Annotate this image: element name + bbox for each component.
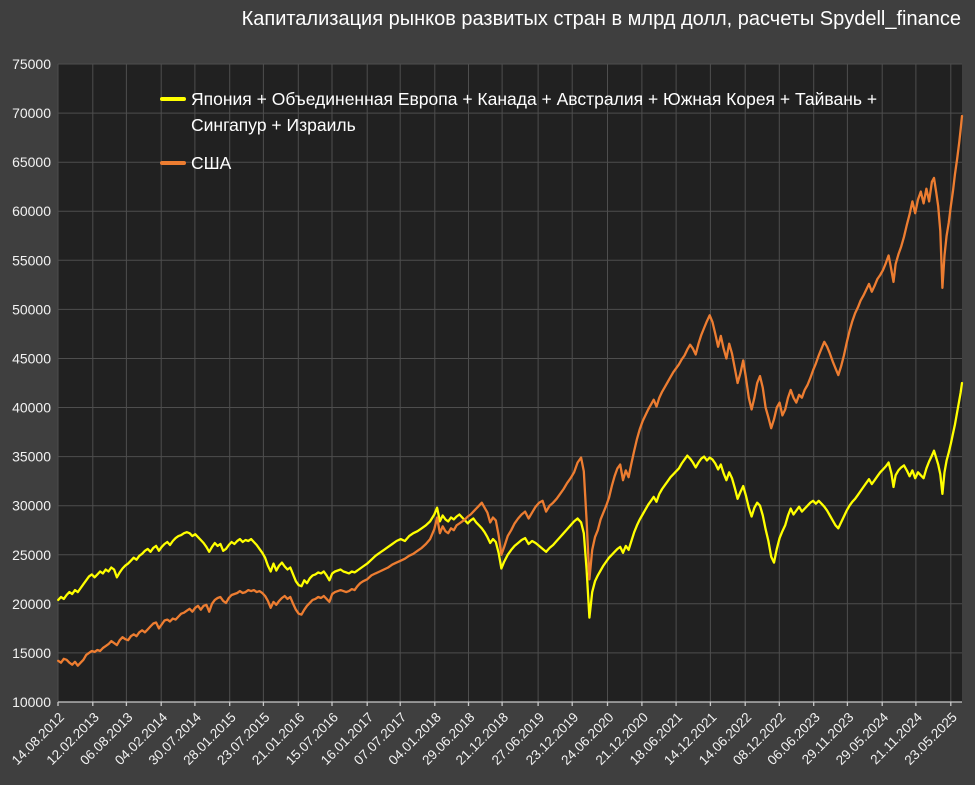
series-line-0 xyxy=(57,381,964,619)
legend-item: США xyxy=(160,150,891,176)
y-tick-label: 75000 xyxy=(12,56,51,72)
y-tick-labels: 75000 70000 65000 60000 55000 50000 45000 40000… xyxy=(12,56,51,710)
x-tick-labels: 14.08.201212.02.201306.08.201304.02.2014… xyxy=(9,709,960,768)
y-tick-label: 15000 xyxy=(12,645,51,661)
y-tick-label: 25000 xyxy=(12,547,51,563)
y-tick-label: 20000 xyxy=(12,596,51,612)
legend-line-swatch xyxy=(160,97,186,101)
legend: Япония + Объединенная Европа + Канада + … xyxy=(160,86,891,188)
y-tick-label: 45000 xyxy=(12,351,51,367)
y-tick-label: 40000 xyxy=(12,400,51,416)
legend-line-swatch xyxy=(160,161,186,165)
y-tick-label: 70000 xyxy=(12,105,51,121)
legend-label: Япония + Объединенная Европа + Канада + … xyxy=(191,89,878,135)
plot-area xyxy=(58,64,962,702)
y-tick-label: 55000 xyxy=(12,252,51,268)
chart-title: Капитализация рынков развитых стран в мл… xyxy=(241,8,961,30)
series-line-1 xyxy=(57,114,964,667)
y-tick-label: 30000 xyxy=(12,498,51,514)
legend-item: Япония + Объединенная Европа + Канада + … xyxy=(160,86,891,138)
legend-label: США xyxy=(191,153,232,173)
y-tick-label: 50000 xyxy=(12,301,51,317)
y-tick-label: 35000 xyxy=(12,449,51,465)
y-tick-label: 10000 xyxy=(12,694,51,710)
y-tick-label: 60000 xyxy=(12,203,51,219)
x-axis xyxy=(57,701,962,706)
y-tick-label: 65000 xyxy=(12,154,51,170)
